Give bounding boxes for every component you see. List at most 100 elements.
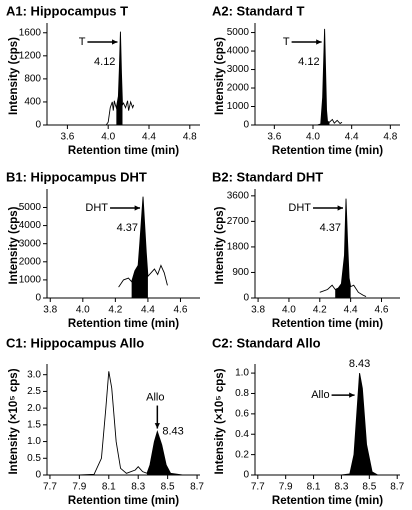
trace-line <box>257 373 398 476</box>
x-tick-label: 7.7 <box>251 482 265 493</box>
y-tick-label: 0 <box>35 293 41 304</box>
arrow-label: T <box>283 36 290 48</box>
x-tick-label: 4.0 <box>282 305 296 316</box>
panel-title: B1: Hippocampus DHT <box>6 169 147 184</box>
x-tick-label: 8.1 <box>102 482 116 493</box>
arrow-label: DHT <box>288 202 311 214</box>
x-tick-label: 8.1 <box>307 482 321 493</box>
x-tick-label: 4.0 <box>76 305 90 316</box>
y-tick-label: 2700 <box>227 216 250 227</box>
peak-label: 4.12 <box>298 56 319 68</box>
y-tick-label: 0.8 <box>235 388 249 399</box>
x-tick-label: 8.3 <box>334 482 348 493</box>
x-tick-label: 8.3 <box>131 482 145 493</box>
panel-title: A2: Standard T <box>212 3 305 18</box>
arrow-head <box>112 39 118 45</box>
y-tick-label: 0 <box>35 120 41 131</box>
x-axis-label: Retention time (min) <box>68 318 179 330</box>
x-tick-label: 7.9 <box>279 482 293 493</box>
x-tick-label: 8.5 <box>161 482 175 493</box>
x-tick-label: 4.2 <box>108 305 122 316</box>
y-tick-label: 1600 <box>19 27 42 38</box>
y-axis-label: Intensity (cps) <box>8 206 20 284</box>
x-tick-label: 4.0 <box>306 132 320 143</box>
y-tick-label: 1.5 <box>27 419 41 430</box>
x-tick-label: 4.0 <box>101 132 115 143</box>
y-tick-label: 1000 <box>19 275 42 286</box>
y-axis-label: Intensity (×10⁵ cps) <box>214 368 226 474</box>
y-tick-label: 1200 <box>19 50 42 61</box>
y-tick-label: 0 <box>243 470 249 481</box>
y-tick-label: 1.0 <box>235 368 249 379</box>
y-tick-label: 3000 <box>227 64 250 75</box>
trace-line <box>319 198 367 297</box>
y-axis-label: Intensity (cps) <box>214 206 226 284</box>
y-tick-label: 2000 <box>227 83 250 94</box>
y-tick-label: 3600 <box>227 190 250 201</box>
x-tick-label: 4.4 <box>141 305 155 316</box>
arrow-head <box>134 205 141 211</box>
y-tick-label: 0.2 <box>235 449 249 460</box>
peak-area <box>335 198 351 298</box>
x-tick-label: 8.7 <box>190 482 204 493</box>
y-tick-label: 0 <box>243 293 249 304</box>
x-axis-label: Retention time (min) <box>68 145 179 157</box>
x-tick-label: 7.7 <box>43 482 57 493</box>
y-tick-label: 1000 <box>227 101 250 112</box>
x-tick-label: 3.8 <box>43 305 57 316</box>
x-tick-label: 3.6 <box>60 132 74 143</box>
y-tick-label: 1.0 <box>27 436 41 447</box>
panel-title: C1: Hippocampus Allo <box>6 335 144 350</box>
y-tick-label: 5000 <box>227 27 250 38</box>
arrow-label: T <box>79 36 86 48</box>
arrow-head <box>349 392 355 398</box>
y-tick-label: 0.6 <box>235 408 249 419</box>
x-tick-label: 4.4 <box>344 305 358 316</box>
peak-area <box>147 431 198 475</box>
peak-label: 8.43 <box>349 358 370 370</box>
peak-label: 4.37 <box>320 222 341 234</box>
y-tick-label: 900 <box>232 267 249 278</box>
y-tick-label: 0 <box>243 120 249 131</box>
arrow-label: Allo <box>146 391 164 403</box>
peak-label: 4.12 <box>94 56 115 68</box>
panel-title: B2: Standard DHT <box>212 169 323 184</box>
x-axis-label: Retention time (min) <box>68 495 179 507</box>
arrow-label: Allo <box>311 389 329 401</box>
peak-label: 4.37 <box>117 222 138 234</box>
y-axis-label: Intensity (cps) <box>8 37 20 115</box>
x-tick-label: 8.5 <box>362 482 376 493</box>
y-tick-label: 0 <box>35 470 41 481</box>
x-axis-label: Retention time (min) <box>272 145 383 157</box>
y-axis-label: Intensity (×10⁵ cps) <box>8 368 20 474</box>
panel-title: C2: Standard Allo <box>212 335 321 350</box>
y-tick-label: 5000 <box>19 202 42 213</box>
x-tick-label: 4.2 <box>313 305 327 316</box>
trace-line <box>105 31 135 126</box>
x-tick-label: 4.8 <box>183 132 197 143</box>
x-tick-label: 3.8 <box>251 305 265 316</box>
x-tick-label: 3.6 <box>267 132 281 143</box>
arrow-label: DHT <box>85 202 108 214</box>
trace-line <box>308 28 343 126</box>
y-axis-label: Intensity (cps) <box>214 37 226 115</box>
y-tick-label: 1800 <box>227 242 250 253</box>
peak-area <box>257 373 398 475</box>
arrow-head <box>154 423 160 429</box>
x-axis-label: Retention time (min) <box>272 318 383 330</box>
y-tick-label: 2.5 <box>27 386 41 397</box>
x-tick-label: 4.6 <box>375 305 389 316</box>
y-tick-label: 3000 <box>19 238 42 249</box>
y-tick-label: 800 <box>24 74 41 85</box>
x-axis-label: Retention time (min) <box>272 495 383 507</box>
trace-line <box>118 196 168 288</box>
x-tick-label: 4.6 <box>174 305 188 316</box>
y-tick-label: 2000 <box>19 256 42 267</box>
x-tick-label: 7.9 <box>72 482 86 493</box>
arrow-head <box>337 205 344 211</box>
y-tick-label: 4000 <box>19 220 42 231</box>
y-tick-label: 400 <box>24 97 41 108</box>
trace-line <box>49 371 198 476</box>
y-tick-label: 0.4 <box>235 429 249 440</box>
